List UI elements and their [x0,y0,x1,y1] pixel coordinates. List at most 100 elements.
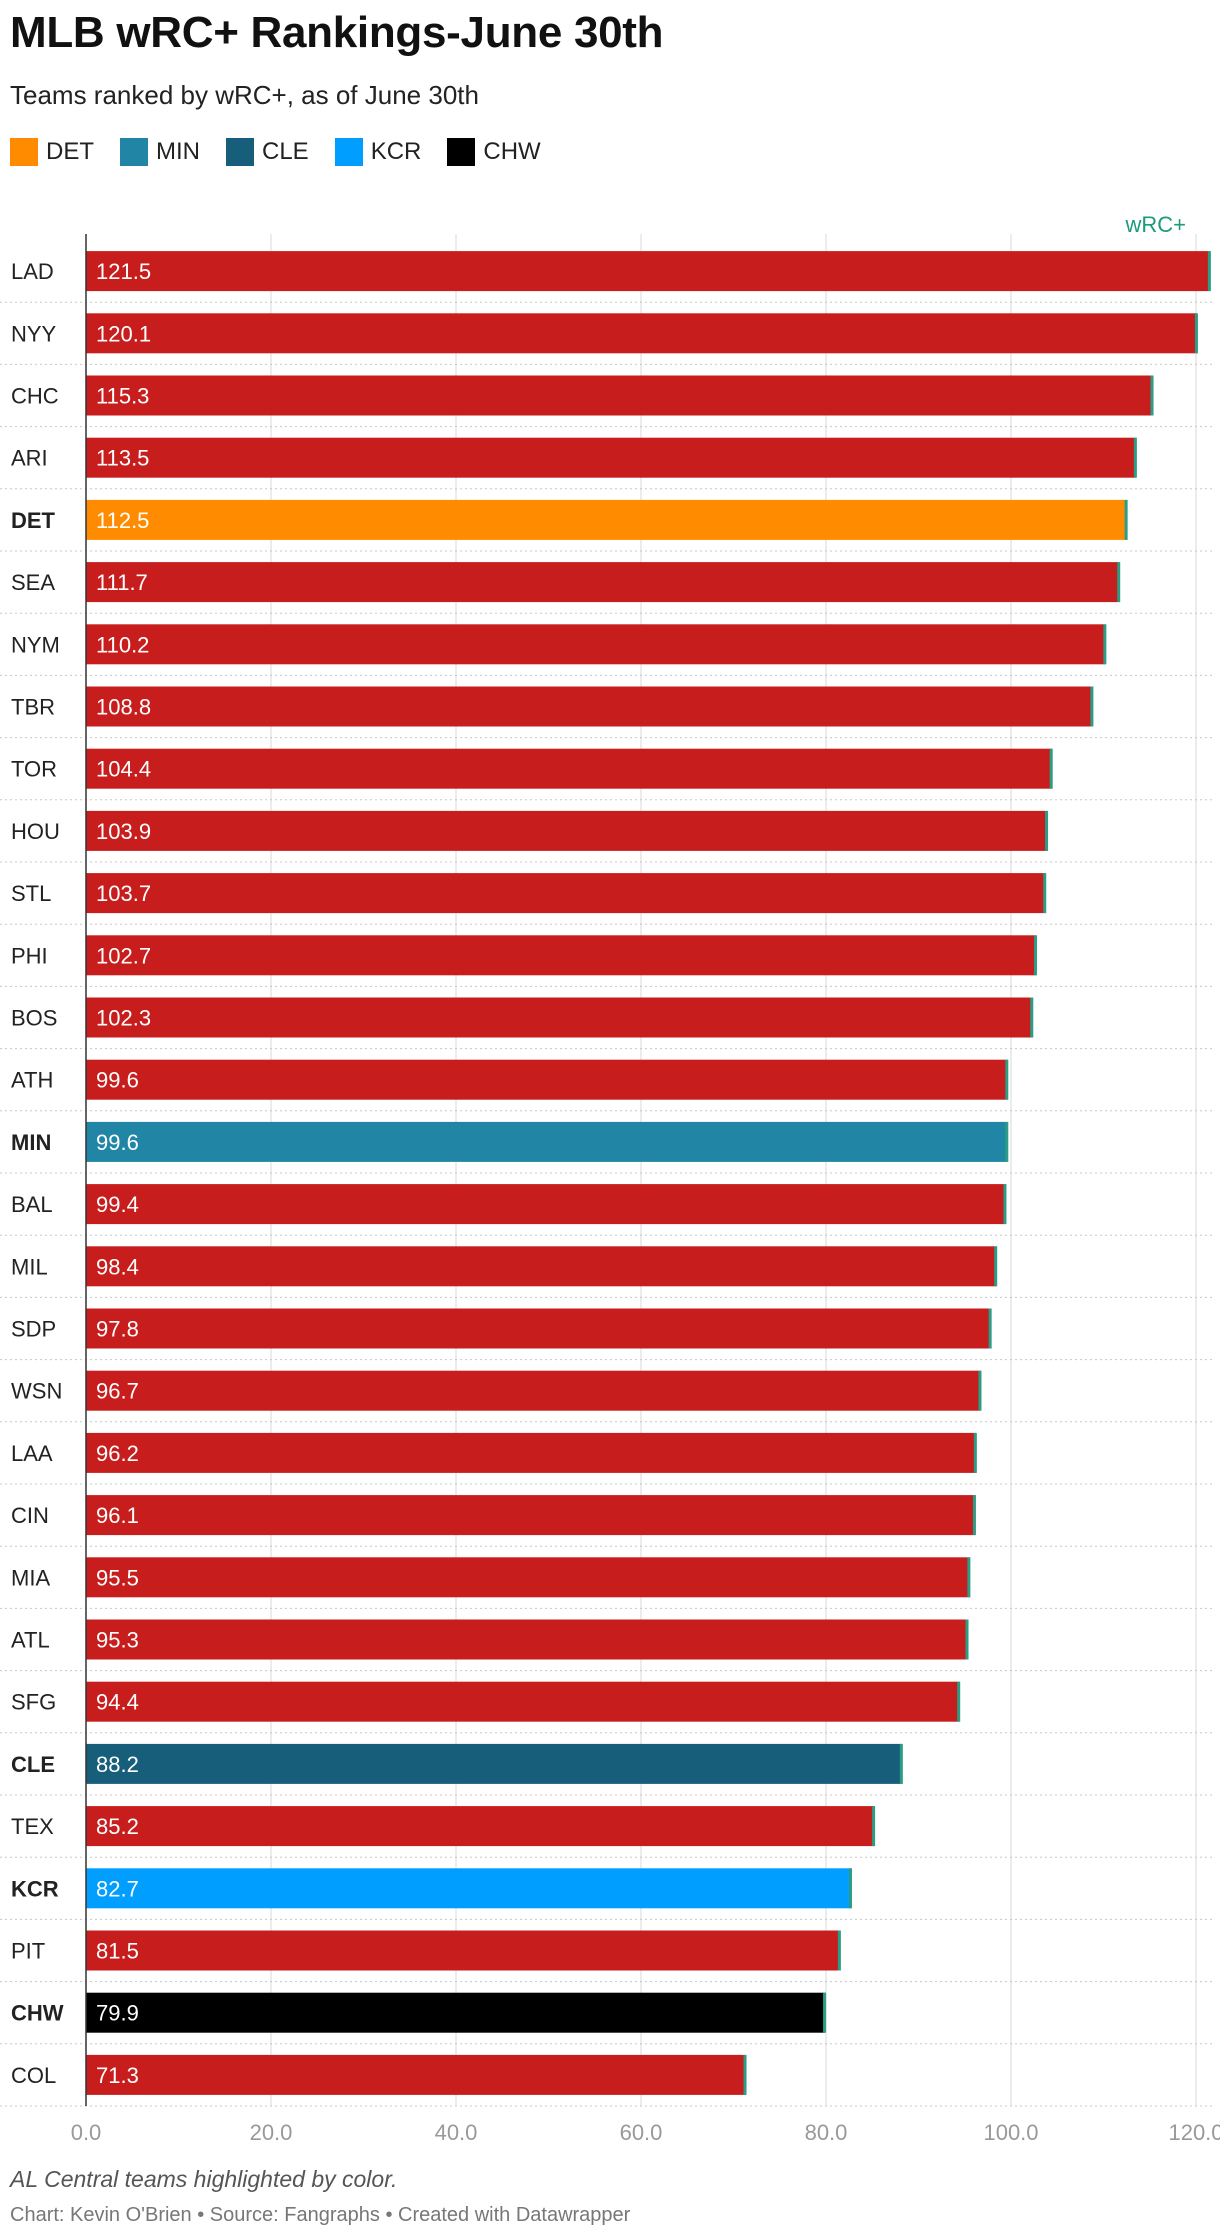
value-label-phi: 102.7 [96,943,151,968]
bar-nyy [86,313,1197,354]
category-label-kcr: KCR [11,1876,59,1901]
category-label-lad: LAD [11,259,54,284]
value-label-stl: 103.7 [96,881,151,906]
legend-swatch-det [10,138,38,166]
x-tick-label-40: 40.0 [435,2120,478,2145]
x-tick-label-60: 60.0 [620,2120,663,2145]
bar-end-col [743,2054,747,2095]
bar-end-wsn [978,1370,982,1411]
bar-chw [86,1992,826,2033]
value-label-kcr: 82.7 [96,1876,139,1901]
x-tick-label-20: 20.0 [250,2120,293,2145]
legend-label-det: DET [46,138,94,165]
bar-end-nym [1103,624,1107,665]
bar-end-chw [823,1992,827,2033]
category-label-nym: NYM [11,632,60,657]
category-label-min: MIN [11,1130,51,1155]
bar-bal [86,1184,1006,1225]
legend-label-chw: CHW [483,138,541,165]
value-label-cle: 88.2 [96,1752,139,1777]
category-label-chc: CHC [11,384,59,409]
value-label-wsn: 96.7 [96,1379,139,1404]
bar-mil [86,1246,997,1287]
bar-end-sfg [957,1681,961,1722]
value-label-sfg: 94.4 [96,1690,139,1715]
category-label-bal: BAL [11,1192,53,1217]
bar-end-phi [1033,935,1037,976]
value-label-atl: 95.3 [96,1628,139,1653]
bar-end-sdp [988,1308,992,1349]
bar-end-nyy [1194,313,1198,354]
value-label-bos: 102.3 [96,1006,151,1031]
category-label-tor: TOR [11,757,57,782]
value-label-pit: 81.5 [96,1939,139,1964]
bar-end-hou [1045,810,1049,851]
series-label: wRC+ [1124,212,1186,237]
legend-swatch-cle [226,138,254,166]
category-label-hou: HOU [11,819,60,844]
bar-end-det [1124,499,1128,540]
bar-phi [86,935,1036,976]
chart-title: MLB wRC+ Rankings-June 30th [10,8,664,57]
bar-cin [86,1495,975,1536]
legend-label-min: MIN [156,138,200,165]
category-label-ari: ARI [11,446,48,471]
category-label-bos: BOS [11,1006,57,1031]
bar-end-cin [972,1495,976,1536]
value-label-nym: 110.2 [96,632,149,657]
category-label-mia: MIA [11,1565,50,1590]
category-label-stl: STL [11,881,51,906]
category-label-nyy: NYY [11,321,57,346]
bar-kcr [86,1868,851,1909]
value-label-tor: 104.4 [96,757,151,782]
category-label-atl: ATL [11,1628,50,1653]
bar-tbr [86,686,1093,727]
value-label-sdp: 97.8 [96,1317,139,1342]
value-label-col: 71.3 [96,2063,139,2088]
bar-bos [86,997,1033,1038]
bar-ari [86,437,1136,478]
category-label-wsn: WSN [11,1379,62,1404]
category-label-tex: TEX [11,1814,54,1839]
bar-chart: wRC+ LAD 121.5 NYY 120.1 CHC 115.3 ARI 113.5 DET 1… [0,212,1220,2145]
bar-end-tor [1049,748,1053,789]
chart-subtitle: Teams ranked by wRC+, as of June 30th [10,80,479,110]
bar-end-ath [1005,1059,1009,1100]
bar-end-ari [1133,437,1137,478]
bar-end-atl [965,1619,969,1660]
bar-nym [86,624,1106,665]
bar-end-lad [1207,251,1211,292]
legend-item-chw: CHW [447,138,541,166]
legend-item-cle: CLE [226,138,309,166]
value-label-lad: 121.5 [96,259,151,284]
bar-end-chc [1150,375,1154,416]
value-label-ath: 99.6 [96,1068,139,1093]
bar-end-bal [1003,1184,1007,1225]
bar-end-pit [837,1930,841,1971]
value-label-laa: 96.2 [96,1441,139,1466]
legend-label-cle: CLE [262,138,309,165]
bar-col [86,2054,746,2095]
category-label-laa: LAA [11,1441,53,1466]
bar-tor [86,748,1052,789]
value-label-nyy: 120.1 [96,321,151,346]
bar-hou [86,810,1048,851]
value-label-ari: 113.5 [96,446,149,471]
legend-swatch-kcr [334,138,363,166]
value-label-mil: 98.4 [96,1254,139,1279]
x-tick-label-100: 100.0 [983,2120,1038,2145]
value-label-chc: 115.3 [96,384,149,409]
legend-item-min: MIN [120,138,200,166]
value-label-cin: 96.1 [96,1503,139,1528]
legend-item-kcr: KCR [334,138,421,166]
value-label-hou: 103.9 [96,819,151,844]
category-label-cin: CIN [11,1503,49,1528]
bar-end-stl [1043,873,1047,914]
category-label-sea: SEA [11,570,55,595]
bar-det [86,499,1127,540]
bar-end-sea [1117,562,1121,603]
bar-end-tbr [1090,686,1094,727]
bar-pit [86,1930,840,1971]
value-label-chw: 79.9 [96,2001,139,2026]
footnote: AL Central teams highlighted by color. [10,2166,398,2192]
